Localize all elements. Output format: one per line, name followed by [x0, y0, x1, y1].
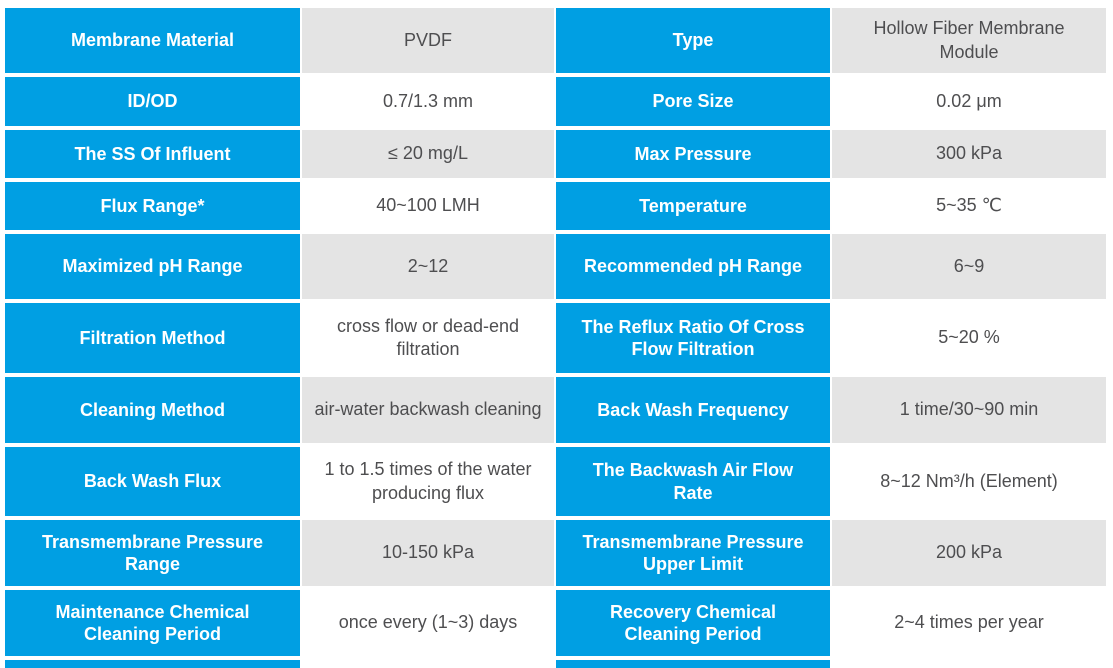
spec-value-cell: 5~35 ℃ — [832, 182, 1106, 230]
spec-label-cell: Maximized pH Range — [5, 234, 300, 299]
spec-table: Membrane Material PVDF Type Hollow Fiber Me… — [5, 8, 1106, 668]
spec-value-cell: 5~20 % — [832, 303, 1106, 373]
spec-label-cell: Max Pressure — [556, 130, 830, 178]
spec-value-cell: 0.7/1.3 mm — [302, 77, 554, 126]
spec-label-cell: Filtration Method — [5, 303, 300, 373]
spec-value-cell: 300 kPa — [832, 130, 1106, 178]
spec-value-cell: 6~9 — [832, 234, 1106, 299]
spec-label-cell: The SS Of Influent — [5, 130, 300, 178]
spec-value-cell: cross flow or dead-end filtration — [302, 303, 554, 373]
spec-label-cell: Transmembrane Pressure Upper Limit — [556, 520, 830, 586]
partial-next-row-label-cell — [556, 660, 830, 668]
spec-label-cell: Back Wash Frequency — [556, 377, 830, 443]
spec-label-cell: Back Wash Flux — [5, 447, 300, 516]
spec-label-cell: Recommended pH Range — [556, 234, 830, 299]
spec-value-cell: 1 to 1.5 times of the water producing fl… — [302, 447, 554, 516]
spec-value-cell: 8~12 Nm³/h (Element) — [832, 447, 1106, 516]
spec-value-cell: once every (1~3) days — [302, 590, 554, 656]
spec-value-cell: 1 time/30~90 min — [832, 377, 1106, 443]
spec-label-cell: Cleaning Method — [5, 377, 300, 443]
spec-label-cell: The Reflux Ratio Of Cross Flow Filtratio… — [556, 303, 830, 373]
spec-value-cell: 0.02 μm — [832, 77, 1106, 126]
partial-next-row-value-cell — [302, 660, 554, 668]
spec-label-cell: Membrane Material — [5, 8, 300, 73]
spec-label-cell: Pore Size — [556, 77, 830, 126]
spec-label-cell: Type — [556, 8, 830, 73]
spec-value-cell: 10-150 kPa — [302, 520, 554, 586]
spec-label-cell: ID/OD — [5, 77, 300, 126]
spec-label-cell: The Backwash Air Flow Rate — [556, 447, 830, 516]
spec-label-cell: Maintenance Chemical Cleaning Period — [5, 590, 300, 656]
spec-value-cell: 2~12 — [302, 234, 554, 299]
spec-value-cell: air-water backwash cleaning — [302, 377, 554, 443]
spec-label-cell: Flux Range* — [5, 182, 300, 230]
spec-value-cell: Hollow Fiber Membrane Module — [832, 8, 1106, 73]
spec-value-cell: ≤ 20 mg/L — [302, 130, 554, 178]
spec-value-cell: 40~100 LMH — [302, 182, 554, 230]
spec-value-cell: 2~4 times per year — [832, 590, 1106, 656]
spec-label-cell: Temperature — [556, 182, 830, 230]
spec-value-cell: PVDF — [302, 8, 554, 73]
spec-value-cell: 200 kPa — [832, 520, 1106, 586]
spec-label-cell: Transmembrane Pressure Range — [5, 520, 300, 586]
partial-next-row-label-cell — [5, 660, 300, 668]
spec-label-cell: Recovery Chemical Cleaning Period — [556, 590, 830, 656]
partial-next-row-value-cell — [832, 660, 1106, 668]
